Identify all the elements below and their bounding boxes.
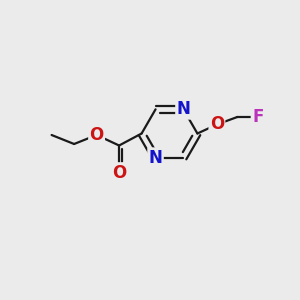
Text: N: N (176, 100, 190, 118)
Text: O: O (89, 126, 104, 144)
Text: O: O (210, 116, 224, 134)
Text: F: F (252, 108, 263, 126)
Text: O: O (112, 164, 126, 181)
Text: N: N (148, 149, 163, 167)
